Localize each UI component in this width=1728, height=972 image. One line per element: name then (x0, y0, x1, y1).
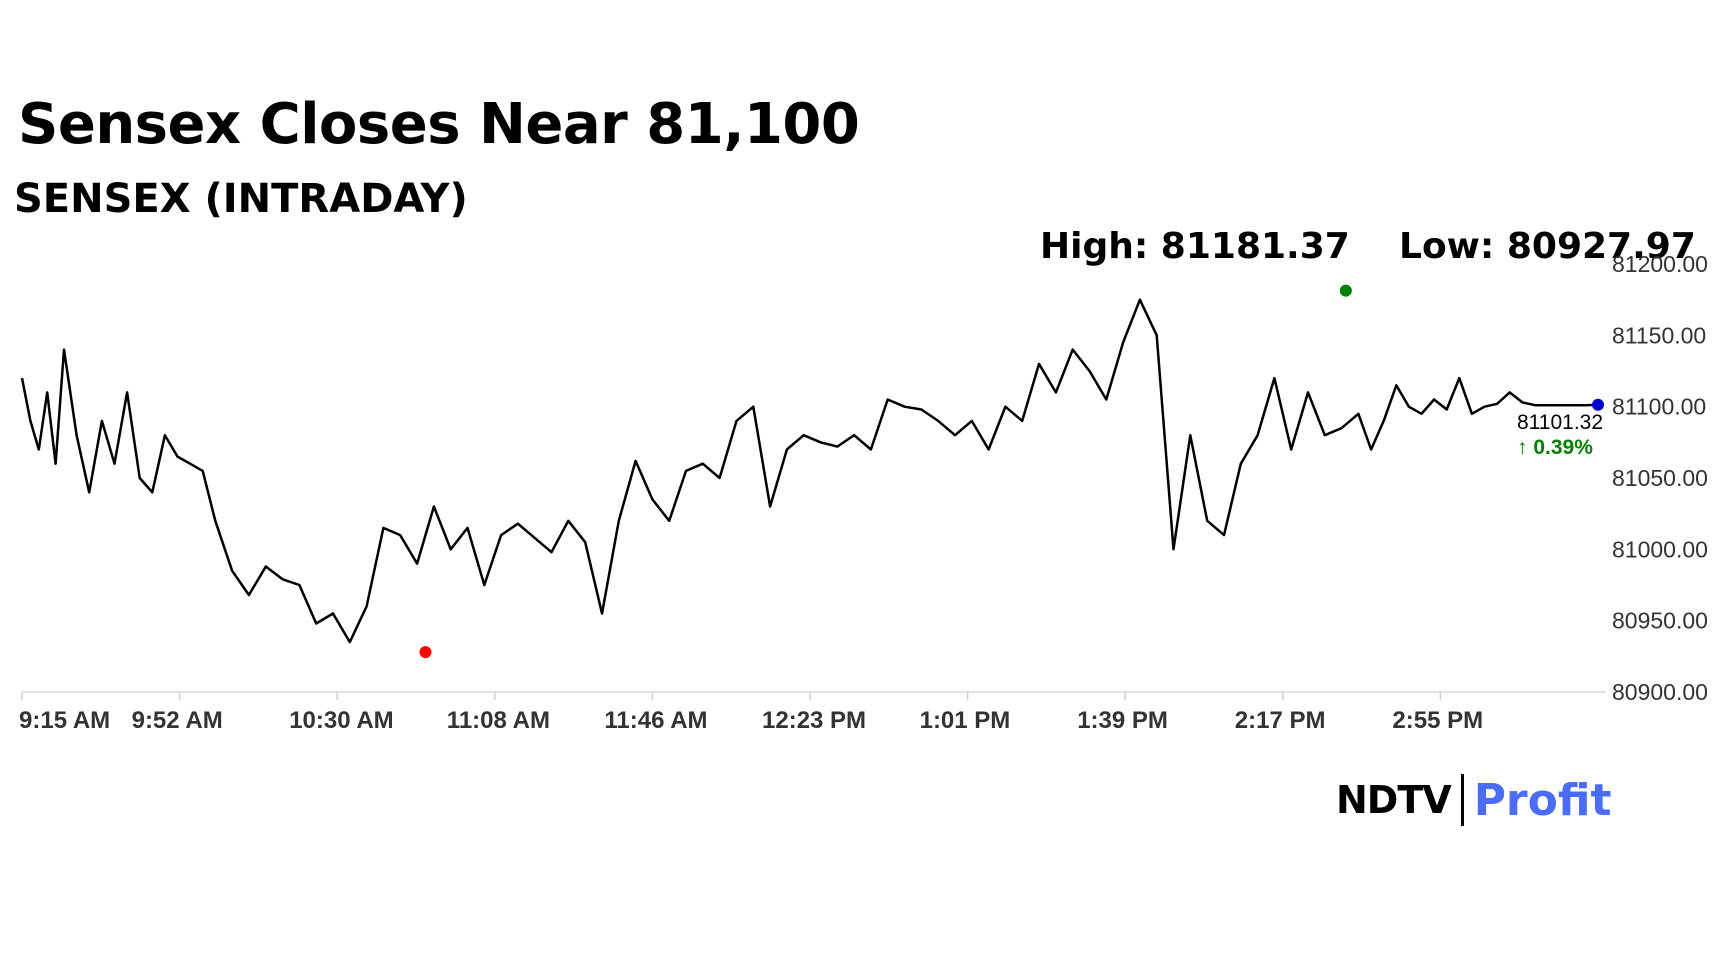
chart-subtitle: SENSEX (INTRADAY) (14, 176, 468, 222)
x-tick-label: 1:39 PM (1077, 707, 1168, 734)
y-tick-label: 80900.00 (1612, 679, 1708, 705)
x-tick-label: 2:55 PM (1392, 707, 1483, 734)
last-change-text: ↑ 0.39% (1517, 436, 1593, 459)
y-axis: 80900.00 80950.00 81000.00 81050.00 81100.00… (1612, 251, 1708, 705)
logo-profit-text: Profit (1473, 774, 1612, 826)
chart-title: Sensex Closes Near 81,100 (18, 92, 860, 157)
series-line (20, 298, 1599, 644)
high-label: High: 81181.37 (1040, 226, 1350, 267)
x-tick-label: 2:17 PM (1235, 707, 1326, 734)
x-tick-label: 12:23 PM (762, 707, 866, 734)
x-tick-label: 9:52 AM (132, 707, 223, 734)
x-tick-label: 1:01 PM (920, 707, 1011, 734)
last-marker (1592, 398, 1604, 411)
y-tick-label: 81200.00 (1612, 251, 1708, 277)
y-tick-label: 81000.00 (1612, 536, 1708, 562)
y-tick-label: 81100.00 (1612, 394, 1706, 420)
y-tick-label: 80950.00 (1612, 608, 1708, 634)
ndtv-profit-logo: NDTV Profit (1336, 770, 1612, 830)
logo-divider (1460, 774, 1464, 826)
last-value-text: 81101.32 (1517, 411, 1603, 434)
high-marker (1339, 284, 1352, 297)
x-axis: 9:15 AM 9:52 AM 10:30 AM 11:08 AM 11:46 AM 12… (19, 692, 1483, 734)
x-tick-label: 11:46 AM (604, 707, 707, 734)
x-tick-label: 10:30 AM (289, 707, 393, 734)
x-tick-label: 9:15 AM (19, 707, 110, 734)
series-layer (20, 298, 1599, 644)
y-tick-label: 81150.00 (1612, 322, 1706, 348)
low-marker (419, 646, 432, 659)
markers (419, 284, 1604, 659)
logo-ndtv-text: NDTV (1336, 778, 1452, 822)
y-tick-label: 81050.00 (1612, 465, 1708, 491)
last-value-label: 81101.32 ↑ 0.39% (1517, 411, 1603, 459)
x-tick-label: 11:08 AM (447, 707, 550, 734)
low-label: Low: 80927.97 (1399, 226, 1696, 267)
